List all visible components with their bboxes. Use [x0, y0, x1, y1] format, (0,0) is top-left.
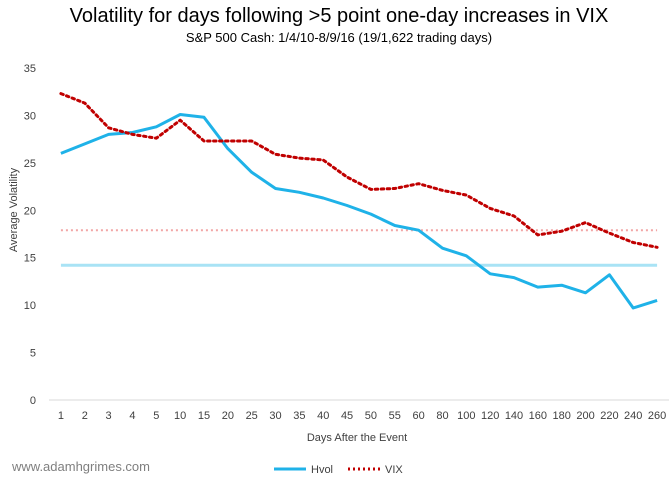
x-tick-label: 140 — [505, 410, 523, 422]
x-tick-label: 15 — [198, 410, 210, 422]
y-tick-label: 15 — [24, 253, 36, 265]
x-tick-label: 40 — [317, 410, 329, 422]
x-tick-label: 220 — [600, 410, 618, 422]
x-tick-label: 80 — [436, 410, 448, 422]
x-tick-label: 200 — [576, 410, 594, 422]
y-axis-ticks: 0 5 10 15 20 25 30 35 — [24, 63, 36, 407]
series-lines — [59, 92, 659, 310]
x-axis: 1 2 3 4 5 10 15 20 25 30 35 40 45 50 55 60 80 100 120 140 16… — [49, 399, 669, 422]
x-tick-label: 180 — [553, 410, 571, 422]
legend-vix-label: VIX — [385, 464, 403, 476]
x-tick-label: 50 — [365, 410, 377, 422]
x-tick-label: 45 — [341, 410, 353, 422]
legend: Hvol VIX — [274, 464, 403, 476]
x-tick-label: 160 — [529, 410, 547, 422]
x-tick-label: 120 — [481, 410, 499, 422]
y-axis-label: Average Volatility — [8, 167, 20, 252]
x-tick-label: 1 — [58, 410, 64, 422]
baselines — [60, 229, 658, 267]
series-line-vix — [59, 92, 659, 249]
x-tick-label: 60 — [412, 410, 424, 422]
y-tick-label: 5 — [30, 348, 36, 360]
x-tick-label: 30 — [269, 410, 281, 422]
chart-title: Volatility for days following >5 point o… — [70, 5, 609, 27]
x-axis-label: Days After the Event — [307, 432, 407, 444]
x-tick-label: 260 — [648, 410, 666, 422]
x-tick-label: 100 — [457, 410, 475, 422]
y-tick-label: 30 — [24, 110, 36, 122]
x-tick-label: 55 — [389, 410, 401, 422]
x-tick-label: 240 — [624, 410, 642, 422]
y-tick-label: 35 — [24, 63, 36, 75]
watermark-text: www.adamhgrimes.com — [11, 459, 150, 474]
x-tick-label: 25 — [246, 410, 258, 422]
x-tick-label: 35 — [293, 410, 305, 422]
chart-subtitle: S&P 500 Cash: 1/4/10-8/9/16 (19/1,622 tr… — [186, 30, 492, 45]
y-tick-label: 10 — [24, 300, 36, 312]
legend-hvol-label: Hvol — [311, 464, 333, 476]
y-tick-label: 20 — [24, 205, 36, 217]
y-tick-label: 25 — [24, 158, 36, 170]
series-line-hvol — [60, 113, 658, 310]
x-tick-label: 10 — [174, 410, 186, 422]
x-tick-label: 3 — [106, 410, 112, 422]
x-tick-label: 20 — [222, 410, 234, 422]
y-tick-label: 0 — [30, 395, 36, 407]
x-tick-label: 5 — [153, 410, 159, 422]
x-tick-label: 4 — [129, 410, 135, 422]
x-tick-label: 2 — [82, 410, 88, 422]
